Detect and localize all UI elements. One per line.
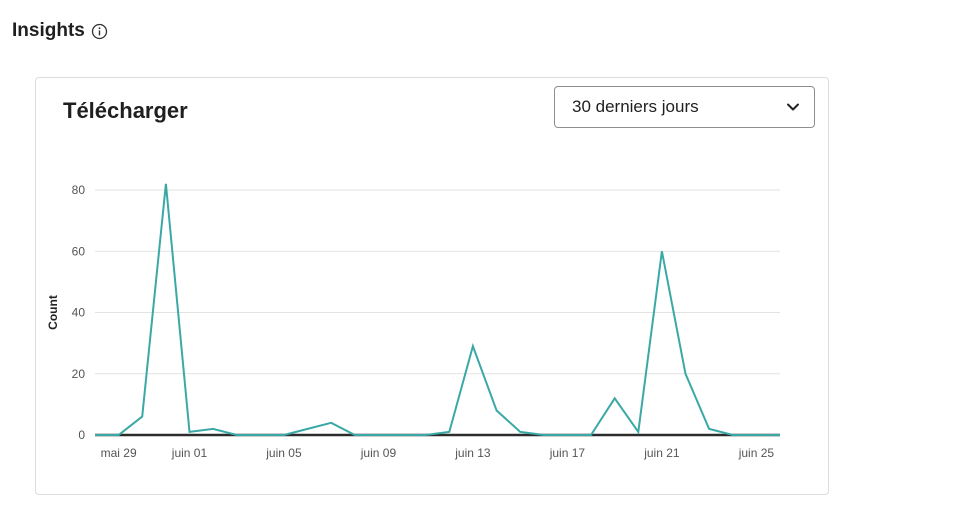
x-tick-label: juin 25 (738, 446, 775, 460)
chevron-down-icon (786, 100, 800, 114)
period-dropdown-value: 30 derniers jours (572, 97, 699, 116)
x-tick-label: juin 13 (454, 446, 491, 460)
y-tick-label: 60 (72, 244, 86, 258)
insights-title: Insights (12, 20, 85, 41)
card-title: Télécharger (63, 98, 188, 123)
y-tick-label: 40 (72, 306, 86, 320)
download-card: Télécharger 30 derniers jours 0 20 40 60 80 C… (35, 77, 829, 495)
period-dropdown[interactable]: 30 derniers jours (554, 86, 815, 128)
info-circle-icon[interactable] (91, 23, 108, 40)
y-tick-label: 0 (78, 428, 85, 442)
series-line (95, 183, 780, 436)
y-tick-label: 80 (72, 183, 86, 197)
y-axis-title: Count (46, 295, 60, 330)
y-tick-label: 20 (72, 367, 86, 381)
x-tick-label: juin 09 (360, 446, 397, 460)
insights-header: Insights (12, 20, 108, 42)
x-tick-label: juin 17 (549, 446, 586, 460)
line-chart: 0 20 40 60 80 Count mai 29 juin 01 juin 05 juin 0… (46, 183, 780, 460)
x-tick-label: juin 01 (171, 446, 208, 460)
x-tick-label: juin 21 (643, 446, 680, 460)
x-tick-label: juin 05 (265, 446, 302, 460)
x-tick-label: mai 29 (101, 446, 137, 460)
